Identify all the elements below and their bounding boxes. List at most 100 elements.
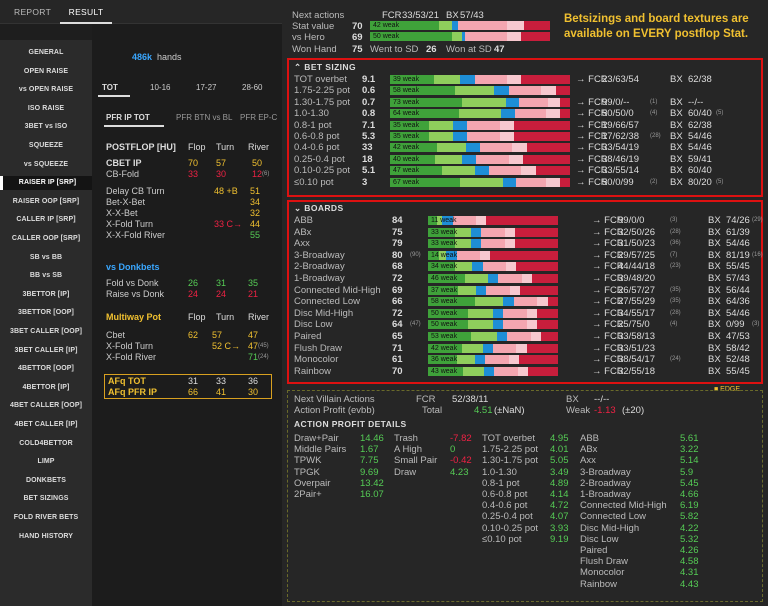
betsize-value: 7.1: [362, 119, 376, 131]
sidebar-item-hand-history[interactable]: HAND HISTORY: [18, 532, 74, 540]
bar-segment: [494, 86, 509, 96]
sample-size: (5): [716, 178, 724, 185]
bar-segment: [481, 227, 505, 237]
betsize-bar: 35 weak: [390, 132, 570, 141]
fcr-value: 33/54/19: [602, 142, 639, 154]
sidebar-item-4bettor-oop-[interactable]: 4BETTOR [OOP]: [17, 365, 74, 373]
bar-label: 43 weak: [431, 367, 458, 375]
stack-tab-17-27[interactable]: 17-27: [196, 83, 217, 92]
stack-tab-10-16[interactable]: 10-16: [150, 83, 171, 92]
sidebar-item-caller-oop-srp-[interactable]: CALLER OOP [SRP]: [11, 235, 81, 242]
fcr-label: → FCR: [576, 74, 608, 85]
apd-betsize-value: 4.14: [550, 489, 569, 500]
sidebar-item-squeeze[interactable]: SQUEEZE: [28, 142, 64, 149]
multiway-river: 71: [248, 352, 259, 362]
bar-segment: [482, 262, 506, 272]
bx-label: BX: [708, 365, 721, 377]
weak-sub: (±20): [622, 405, 645, 416]
board-bar: 36 weak: [428, 355, 558, 365]
bar-segment: [535, 166, 570, 176]
fcr-value: 31/50/23: [618, 238, 655, 250]
sidebar-item-raiser-ip-srp-[interactable]: RAISER IP [SRP]: [0, 176, 92, 191]
sidebar-item-iso-raise[interactable]: ISO RAISE: [27, 104, 65, 112]
tab-report[interactable]: REPORT: [14, 7, 52, 17]
won-at-sd-label: Won at SD: [446, 44, 492, 55]
sidebar-item-fold-river-bets[interactable]: FOLD RIVER BETS: [13, 514, 79, 521]
flop-value: 70: [188, 158, 199, 168]
sample-size: (28): [670, 228, 681, 235]
next-villain-label: Next Villain Actions: [294, 394, 375, 405]
sidebar-item-3bet-caller-oop-[interactable]: 3BET CALLER [OOP]: [9, 328, 83, 335]
fcr-label: → FCR: [576, 108, 608, 120]
sidebar-item-open-raise[interactable]: OPEN RAISE: [23, 67, 69, 75]
stack-tab-TOT[interactable]: TOT: [102, 83, 118, 92]
sample-size: (3): [752, 321, 760, 328]
bar-segment: [487, 274, 499, 283]
bar-segment: [508, 154, 524, 164]
bar-segment: [428, 297, 475, 307]
bar-segment: [451, 32, 462, 41]
sidebar-item-3bettor-oop-[interactable]: 3BETTOR [OOP]: [17, 309, 74, 317]
bx-value: 80/20: [688, 176, 712, 188]
apd-board-value: 6.19: [680, 500, 699, 512]
apd-board-label: Flush Draw: [580, 556, 629, 568]
sidebar-item-3bet-caller-ip-[interactable]: 3BET CALLER [IP]: [14, 346, 78, 354]
sidebar-item-vs-squeeze[interactable]: vs SQUEEZE: [23, 160, 69, 168]
bar-label: 37 weak: [431, 286, 458, 294]
apd-hand-value: 14.46: [360, 433, 384, 444]
delay-river-value: 51: [250, 186, 261, 196]
sidebar-item-4bet-caller-ip-[interactable]: 4BET CALLER [IP]: [14, 421, 78, 428]
stat-value-label: Stat value: [292, 21, 335, 32]
went-to-sd-value: 26: [426, 44, 437, 55]
sample-size: (45): [258, 343, 269, 349]
apd-board-value: 5.45: [680, 477, 699, 489]
won-at-sd-value: 47: [494, 44, 505, 55]
sidebar-item-4bettor-ip-[interactable]: 4BETTOR [IP]: [22, 383, 70, 391]
bx-label: BX: [670, 165, 683, 177]
apd-betsize-value: 3.49: [550, 466, 569, 478]
sidebar-item-donkbets[interactable]: DONKBETS: [25, 476, 67, 484]
bar-segment: [503, 320, 527, 330]
apd-betsize-label: 1.75-2.25 pot: [482, 444, 538, 456]
sidebar-item-cold4bettor[interactable]: COLD4BETTOR: [19, 439, 73, 447]
bar-label: 50 weak: [431, 321, 458, 329]
bar-segment: [474, 355, 486, 365]
board-value: 84: [392, 215, 403, 226]
bar-segment: [462, 366, 484, 376]
fcr-value: 32/55/18: [618, 365, 655, 377]
apd-hand2-value: 0: [450, 444, 456, 456]
apd-betsize-value: 3.93: [550, 522, 569, 534]
bar-segment: [428, 355, 458, 365]
fcr-label: → FCR: [592, 249, 624, 261]
bar-segment: [512, 143, 527, 153]
bx-value: 64/36: [726, 296, 750, 308]
sidebar-item-4bet-caller-oop-[interactable]: 4BET CALLER [OOP]: [9, 402, 83, 410]
bx-value: 57/43: [460, 10, 484, 21]
bar-segment: [390, 154, 435, 164]
sidebar-item-caller-ip-srp-[interactable]: CALLER IP [SRP]: [16, 216, 76, 224]
pos-tab-1[interactable]: PFR BTN vs BL: [176, 113, 233, 122]
sidebar-item-general[interactable]: GENERAL: [28, 49, 64, 56]
sidebar-item-3bettor-ip-[interactable]: 3BETTOR [IP]: [22, 290, 70, 298]
bar-segment: [465, 274, 488, 283]
sidebar-item-sb-vs-bb[interactable]: SB vs BB: [29, 253, 63, 261]
sidebar-item-bb-vs-sb[interactable]: BB vs SB: [29, 272, 63, 280]
sidebar-item-raiser-oop-srp-[interactable]: RAISER OOP [SRP]: [12, 197, 80, 205]
pos-tab-2[interactable]: PFR EP-C: [240, 113, 278, 122]
vs-hero-bar: 50 weak: [370, 32, 550, 41]
apd-board-value: 4.26: [680, 545, 699, 556]
tab-result[interactable]: RESULT: [60, 0, 112, 24]
fcr-label: → FCR: [592, 238, 624, 250]
bar-segment: [513, 297, 538, 307]
sidebar-item-vs-open-raise[interactable]: vs OPEN RAISE: [18, 86, 74, 94]
stack-tab-28-60[interactable]: 28-60: [242, 83, 263, 92]
apd-board-label: ABB: [580, 433, 600, 444]
sidebar-item-limp[interactable]: LIMP: [37, 458, 55, 466]
board-bar: 14 weak: [428, 250, 558, 260]
fcr-value: 29/57/25: [618, 249, 655, 261]
donk-value: 35: [248, 278, 259, 288]
betsize-row-label: 0.8-1 pot: [294, 119, 332, 131]
sidebar-item-3bet-vs-iso[interactable]: 3BET vs ISO: [24, 123, 68, 131]
sidebar-item-bet-sizings[interactable]: BET SIZINGS: [23, 495, 69, 503]
pos-tab-0[interactable]: PFR IP TOT: [106, 113, 150, 122]
